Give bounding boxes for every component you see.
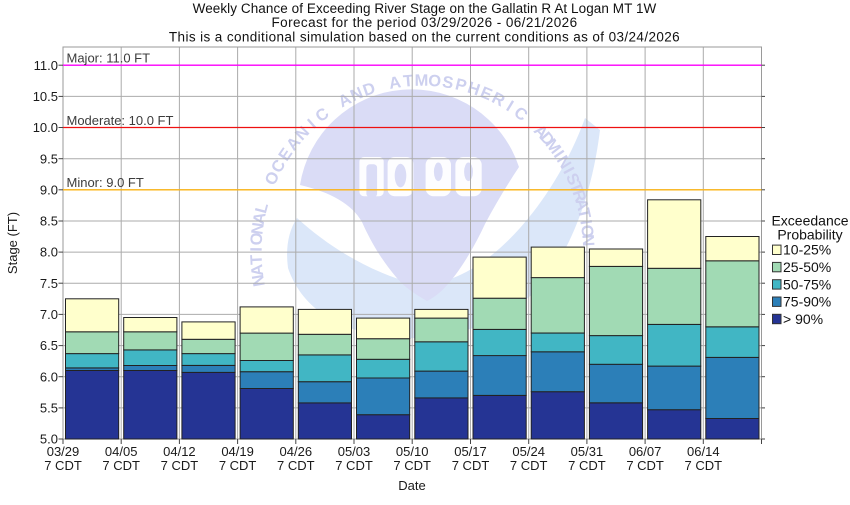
svg-text:Stage (FT): Stage (FT): [5, 212, 20, 274]
svg-text:H: H: [465, 79, 482, 100]
svg-text:N: N: [248, 221, 267, 235]
svg-text:R: R: [569, 187, 590, 204]
svg-text:Minor: 9.0 FT: Minor: 9.0 FT: [67, 175, 144, 190]
svg-text:Major: 11.0 FT: Major: 11.0 FT: [67, 51, 151, 66]
svg-text:N: N: [249, 273, 269, 288]
svg-text:D: D: [361, 79, 378, 100]
svg-text:Exceedance: Exceedance: [771, 213, 848, 229]
svg-text:C: C: [511, 103, 531, 125]
svg-text:Probability: Probability: [777, 227, 842, 243]
svg-text:S: S: [441, 73, 455, 92]
svg-text:Date: Date: [398, 478, 425, 493]
svg-text:A: A: [388, 73, 403, 93]
svg-text:N: N: [578, 234, 597, 247]
svg-text:O: O: [248, 232, 267, 246]
svg-text:T: T: [574, 206, 594, 220]
svg-text:A: A: [248, 263, 267, 277]
svg-text:I: I: [576, 219, 595, 227]
svg-text:04/26: 04/26: [280, 444, 313, 459]
svg-text:7 CDT: 7 CDT: [452, 458, 490, 473]
svg-text:A: A: [250, 211, 270, 226]
svg-text:7 CDT: 7 CDT: [277, 458, 315, 473]
svg-text:10-25%: 10-25%: [783, 242, 831, 258]
svg-text:Forecast for the period 03/29/: Forecast for the period 03/29/2026 - 06/…: [272, 15, 578, 30]
svg-text:05/03: 05/03: [338, 444, 371, 459]
svg-text:8.5: 8.5: [40, 214, 58, 229]
svg-text:11.0: 11.0: [34, 58, 58, 73]
svg-text:L: L: [252, 201, 272, 215]
svg-text:8.0: 8.0: [40, 245, 58, 260]
svg-text:75-90%: 75-90%: [783, 294, 831, 310]
svg-text:05/31: 05/31: [571, 444, 604, 459]
svg-text:T: T: [402, 72, 414, 91]
svg-text:I: I: [248, 247, 266, 252]
svg-text:9.5: 9.5: [40, 151, 58, 166]
svg-text:7 CDT: 7 CDT: [685, 458, 723, 473]
svg-text:04/12: 04/12: [163, 444, 196, 459]
svg-text:7 CDT: 7 CDT: [219, 458, 257, 473]
svg-text:5.5: 5.5: [40, 401, 58, 416]
svg-text:7 CDT: 7 CDT: [626, 458, 664, 473]
svg-text:6.5: 6.5: [40, 338, 58, 353]
svg-text:7.5: 7.5: [40, 276, 58, 291]
svg-text:05/10: 05/10: [396, 444, 429, 459]
svg-text:6.0: 6.0: [40, 369, 58, 384]
svg-text:9.0: 9.0: [40, 182, 58, 197]
svg-text:T: T: [248, 254, 266, 265]
svg-text:04/05: 04/05: [105, 444, 138, 459]
svg-text:This is a conditional simulati: This is a conditional simulation based o…: [169, 29, 680, 44]
svg-text:06/14: 06/14: [687, 444, 720, 459]
svg-text:7 CDT: 7 CDT: [568, 458, 606, 473]
svg-text:06/07: 06/07: [629, 444, 662, 459]
svg-text:03/29: 03/29: [47, 444, 80, 459]
svg-text:C: C: [312, 104, 332, 126]
svg-text:05/17: 05/17: [454, 444, 487, 459]
svg-text:10.0: 10.0: [33, 120, 58, 135]
svg-text:M: M: [415, 72, 429, 90]
svg-text:25-50%: 25-50%: [783, 259, 831, 275]
svg-text:> 90%: > 90%: [783, 311, 823, 327]
svg-text:7.0: 7.0: [40, 307, 58, 322]
svg-text:7 CDT: 7 CDT: [44, 458, 82, 473]
svg-text:50-75%: 50-75%: [783, 276, 831, 292]
svg-text:5.0: 5.0: [40, 432, 58, 447]
svg-text:05/24: 05/24: [512, 444, 545, 459]
svg-text:7 CDT: 7 CDT: [335, 458, 373, 473]
svg-text:10.5: 10.5: [33, 89, 58, 104]
svg-text:7 CDT: 7 CDT: [161, 458, 199, 473]
svg-text:Weekly Chance of Exceeding Riv: Weekly Chance of Exceeding River Stage o…: [193, 1, 657, 16]
svg-text:P: P: [453, 75, 468, 95]
svg-text:O: O: [428, 72, 442, 91]
svg-text:04/19: 04/19: [221, 444, 254, 459]
svg-text:Moderate: 10.0 FT: Moderate: 10.0 FT: [67, 113, 174, 128]
svg-text:7 CDT: 7 CDT: [393, 458, 431, 473]
svg-text:7 CDT: 7 CDT: [510, 458, 548, 473]
svg-text:7 CDT: 7 CDT: [102, 458, 140, 473]
